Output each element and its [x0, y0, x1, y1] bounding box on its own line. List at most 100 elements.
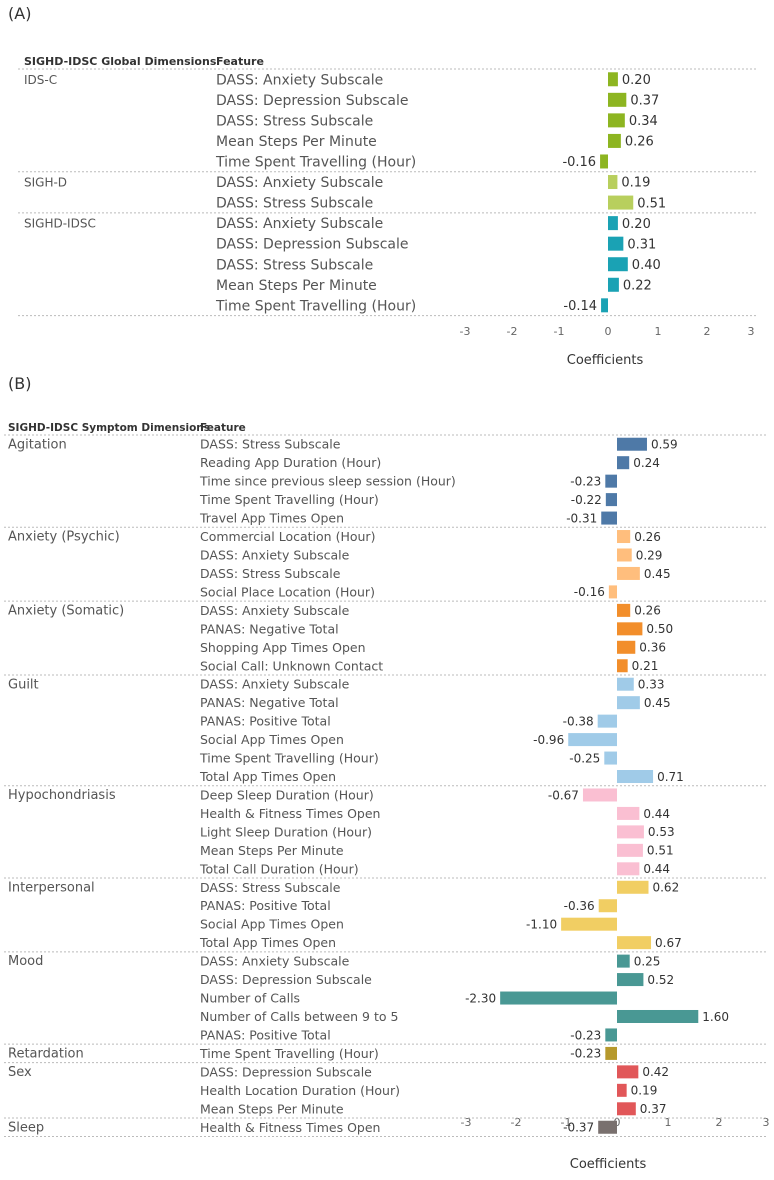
panel-b-x-tick: -3: [461, 1116, 472, 1129]
panel-b-value-label: -0.37: [563, 1121, 594, 1135]
panel-b-group-label: Mood: [8, 954, 43, 969]
panel-b-feature-label: Travel App Times Open: [199, 511, 344, 526]
panel-a-value-label: -0.14: [563, 299, 597, 314]
panel-b-bar: [617, 1009, 699, 1023]
panel-a-value-label: 0.20: [622, 73, 651, 88]
panel-a-value-label: 0.34: [629, 114, 658, 129]
panel-a-value-label: -0.16: [562, 155, 596, 170]
panel-a-x-tick: 2: [704, 325, 711, 338]
panel-b-x-tick: 3: [763, 1116, 770, 1129]
panel-b-bar: [601, 511, 617, 525]
panel-b-feature-label: PANAS: Positive Total: [200, 714, 331, 729]
panel-b-group-label: Hypochondriasis: [8, 788, 116, 803]
panel-b-value-label: 0.52: [647, 973, 674, 987]
panel-b-x-tick: -1: [561, 1116, 572, 1129]
panel-b-feature-label: Social Call: Unknown Contact: [200, 658, 383, 673]
panel-a-x-tick: -3: [460, 325, 471, 338]
panel-b-feature-label: Social App Times Open: [200, 732, 344, 747]
panel-a-feature-label: DASS: Anxiety Subscale: [216, 72, 383, 88]
panel-b-value-label: 0.19: [631, 1084, 658, 1098]
panel-a-feature-label: DASS: Depression Subscale: [216, 237, 408, 253]
panel-a-value-label: 0.51: [637, 196, 666, 211]
panel-b-x-tick: 2: [716, 1116, 723, 1129]
panel-a-feature-label: DASS: Stress Subscale: [216, 196, 373, 212]
panel-b-feature-label: DASS: Stress Subscale: [200, 880, 341, 895]
panel-b-bar: [597, 714, 617, 728]
panel-b-value-label: 1.60: [702, 1010, 729, 1024]
panel-b-value-label: -0.96: [533, 733, 564, 747]
panel-a-x-ticks: -3 -2 -1 0 1 2 3: [460, 325, 755, 338]
panel-b-value-label: 0.33: [638, 678, 665, 692]
panel-b-value-label: 0.25: [634, 954, 661, 968]
panel-b-feature-label: Social Place Location (Hour): [200, 584, 375, 599]
panel-b-bar: [605, 493, 617, 507]
panel-b-feature-label: Health Location Duration (Hour): [200, 1083, 400, 1098]
panel-a-x-tick: 3: [748, 325, 755, 338]
panel-b-value-label: -0.23: [570, 474, 601, 488]
panel-b-bar: [500, 991, 617, 1005]
panel-b-group-label: Agitation: [8, 437, 67, 452]
panel-b-value-label: 0.42: [642, 1065, 669, 1079]
panel-b-bar: [605, 1046, 617, 1060]
panel-a-x-tick: -2: [507, 325, 518, 338]
panel-b-bar: [617, 696, 640, 710]
panel-b-value-label: 0.26: [634, 604, 661, 618]
panel-b-group-label: Sleep: [8, 1120, 44, 1135]
panel-a-value-label: 0.37: [630, 94, 659, 109]
panel-a-x-tick: -1: [554, 325, 565, 338]
panel-b-group-label: Anxiety (Psychic): [8, 530, 120, 545]
panel-a-feature-label: DASS: Stress Subscale: [216, 257, 373, 273]
panel-b-feature-label: Time Spent Travelling (Hour): [199, 751, 379, 766]
panel-b-bar: [604, 751, 617, 765]
panel-a-bar: [608, 72, 618, 87]
panel-b-value-label: 0.29: [636, 548, 663, 562]
panel-b-value-label: -0.23: [570, 1047, 601, 1061]
panel-b-bar: [617, 1083, 627, 1097]
panel-b-feature-label: Health & Fitness Times Open: [200, 1120, 380, 1135]
panel-b-bar: [617, 825, 644, 839]
panel-a-feature-label: DASS: Anxiety Subscale: [216, 175, 383, 191]
panel-b-value-label: 0.50: [646, 622, 673, 636]
panel-a-value-label: 0.19: [621, 176, 650, 191]
panel-b-feature-label: DASS: Depression Subscale: [200, 972, 372, 987]
panel-b-x-axis-title: Coefficients: [570, 1157, 647, 1172]
panel-b-bar: [605, 1028, 617, 1042]
panel-b-value-label: 0.45: [644, 696, 671, 710]
panel-b-value-label: -0.16: [574, 585, 605, 599]
panel-b-bar: [605, 474, 617, 488]
panel-a-value-label: 0.20: [622, 217, 651, 232]
panel-a-label: (A): [8, 4, 31, 23]
panel-a-group-label: SIGH-D: [24, 176, 67, 190]
panel-b-x-tick: -2: [511, 1116, 522, 1129]
panel-b-bar: [617, 880, 649, 894]
panel-a-bar: [608, 92, 627, 107]
panel-b-value-label: 0.26: [634, 530, 661, 544]
panel-a-group-label: SIGHD-IDSC: [24, 217, 96, 231]
panel-a-feature-header: Feature: [216, 55, 264, 68]
panel-a-bar: [608, 216, 618, 231]
panel-b-feature-label: PANAS: Positive Total: [200, 1027, 331, 1042]
panel-b-feature-header: Feature: [200, 422, 246, 434]
panel-a-bar: [608, 195, 634, 210]
panel-b-feature-label: DASS: Anxiety Subscale: [200, 547, 350, 562]
panel-b-value-label: 0.21: [632, 659, 659, 673]
panel-a-bar: [608, 277, 619, 292]
panel-b-value-label: 0.44: [643, 862, 670, 876]
panel-b-feature-label: Mean Steps Per Minute: [200, 843, 344, 858]
panel-b-feature-label: DASS: Depression Subscale: [200, 1064, 372, 1079]
panel-a-x-tick: 1: [655, 325, 662, 338]
panel-b-value-label: 0.36: [639, 641, 666, 655]
panel-b-bar: [617, 770, 654, 784]
panel-b-feature-label: Light Sleep Duration (Hour): [200, 824, 372, 839]
panel-b-feature-label: Time Spent Travelling (Hour): [199, 1046, 379, 1061]
panel-b-dimension-header: SIGHD-IDSC Symptom Dimensions: [8, 422, 210, 434]
panel-b-chart: Agitation DASS: Stress Subscale 0.59 Readin…: [4, 434, 768, 1137]
panel-a-feature-label: Mean Steps Per Minute: [216, 278, 377, 294]
panel-b-feature-label: DASS: Anxiety Subscale: [200, 954, 350, 969]
panel-b-group-label: Interpersonal: [8, 880, 95, 895]
panel-b-value-label: -0.38: [563, 714, 594, 728]
panel-b-bar: [617, 677, 634, 691]
panel-a-value-label: 0.26: [625, 135, 654, 150]
panel-b-feature-label: DASS: Anxiety Subscale: [200, 603, 350, 618]
panel-a-bar: [608, 133, 621, 148]
